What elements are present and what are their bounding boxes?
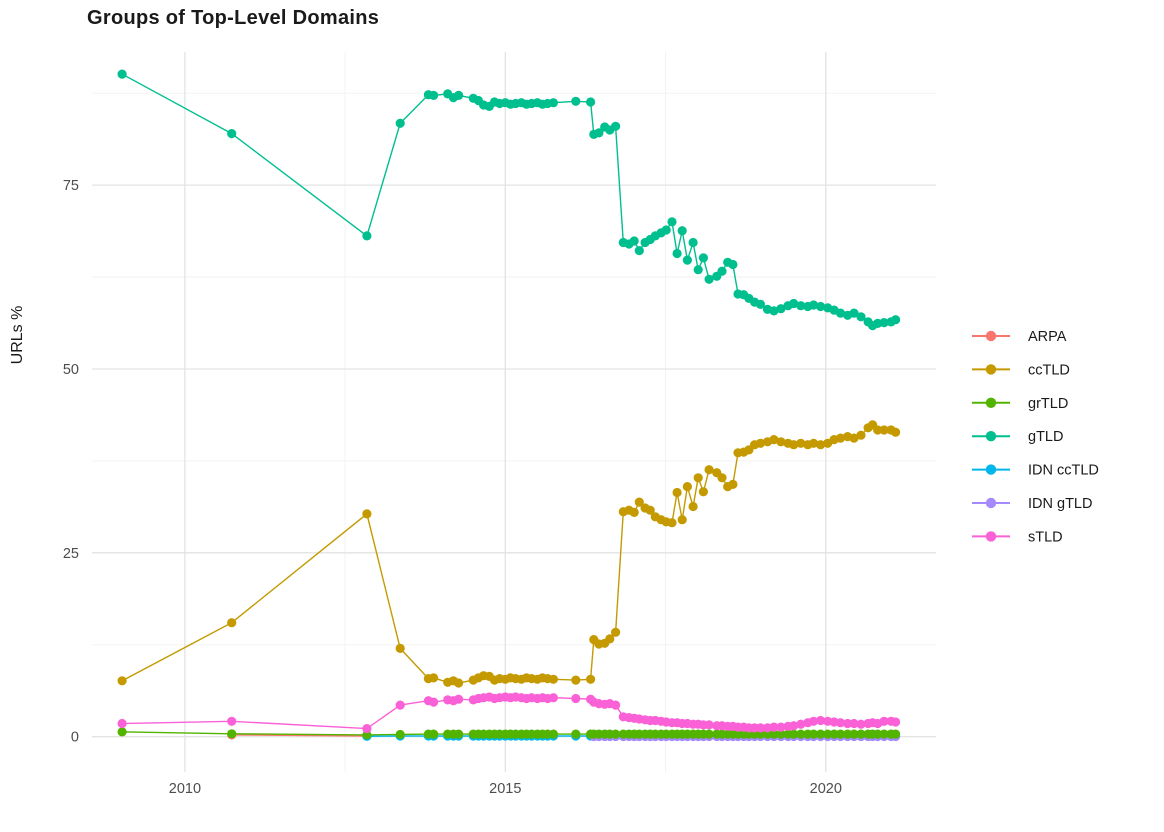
x-tick-label: 2020 [810,781,842,797]
legend-item-cctld: ccTLD [972,362,1070,378]
legend-key-dot [985,364,997,375]
legend-label: IDN gTLD [1028,496,1092,512]
y-axis-title: URLs % [9,305,26,365]
x-axis-tick-labels: 2010 2015 2020 [169,781,842,797]
y-axis-tick-labels: 0 25 50 75 [63,178,79,746]
legend-key-dot [985,397,997,408]
legend-item-grtld: grTLD [972,396,1068,412]
y-tick-label: 50 [63,362,79,378]
x-tick-label: 2015 [489,781,521,797]
legend-key-dot [985,464,997,475]
legend-label: IDN ccTLD [1028,463,1099,479]
legend-item-stld: sTLD [972,529,1063,545]
legend: ARPA ccTLD grTLD gTLD IDN ccTLD IDN gTLD sTLD [972,329,1099,545]
y-tick-label: 25 [63,546,79,562]
legend-label: ccTLD [1028,362,1070,378]
series-cctld [117,420,901,688]
legend-item-idn-gtld: IDN gTLD [972,496,1092,512]
gridlines-minor [92,52,936,772]
legend-label: sTLD [1028,529,1063,545]
legend-label: ARPA [1028,329,1067,345]
legend-item-idn-cctld: IDN ccTLD [972,463,1099,479]
y-tick-label: 75 [63,178,79,194]
series-gtld [117,69,901,331]
legend-key-dot [985,531,997,542]
legend-item-gtld: gTLD [972,429,1063,445]
legend-key-dot [985,497,997,509]
chart-title: Groups of Top-Level Domains [87,7,380,29]
legend-key-dot [985,330,997,342]
legend-label: grTLD [1028,396,1068,412]
y-tick-label: 0 [71,730,79,746]
legend-label: gTLD [1028,429,1063,445]
x-tick-label: 2010 [169,781,201,797]
series-stld [117,692,901,734]
legend-key-dot [985,431,997,442]
legend-item-arpa: ARPA [972,329,1067,345]
gridlines-major [92,52,936,772]
series-grtld [117,727,901,740]
